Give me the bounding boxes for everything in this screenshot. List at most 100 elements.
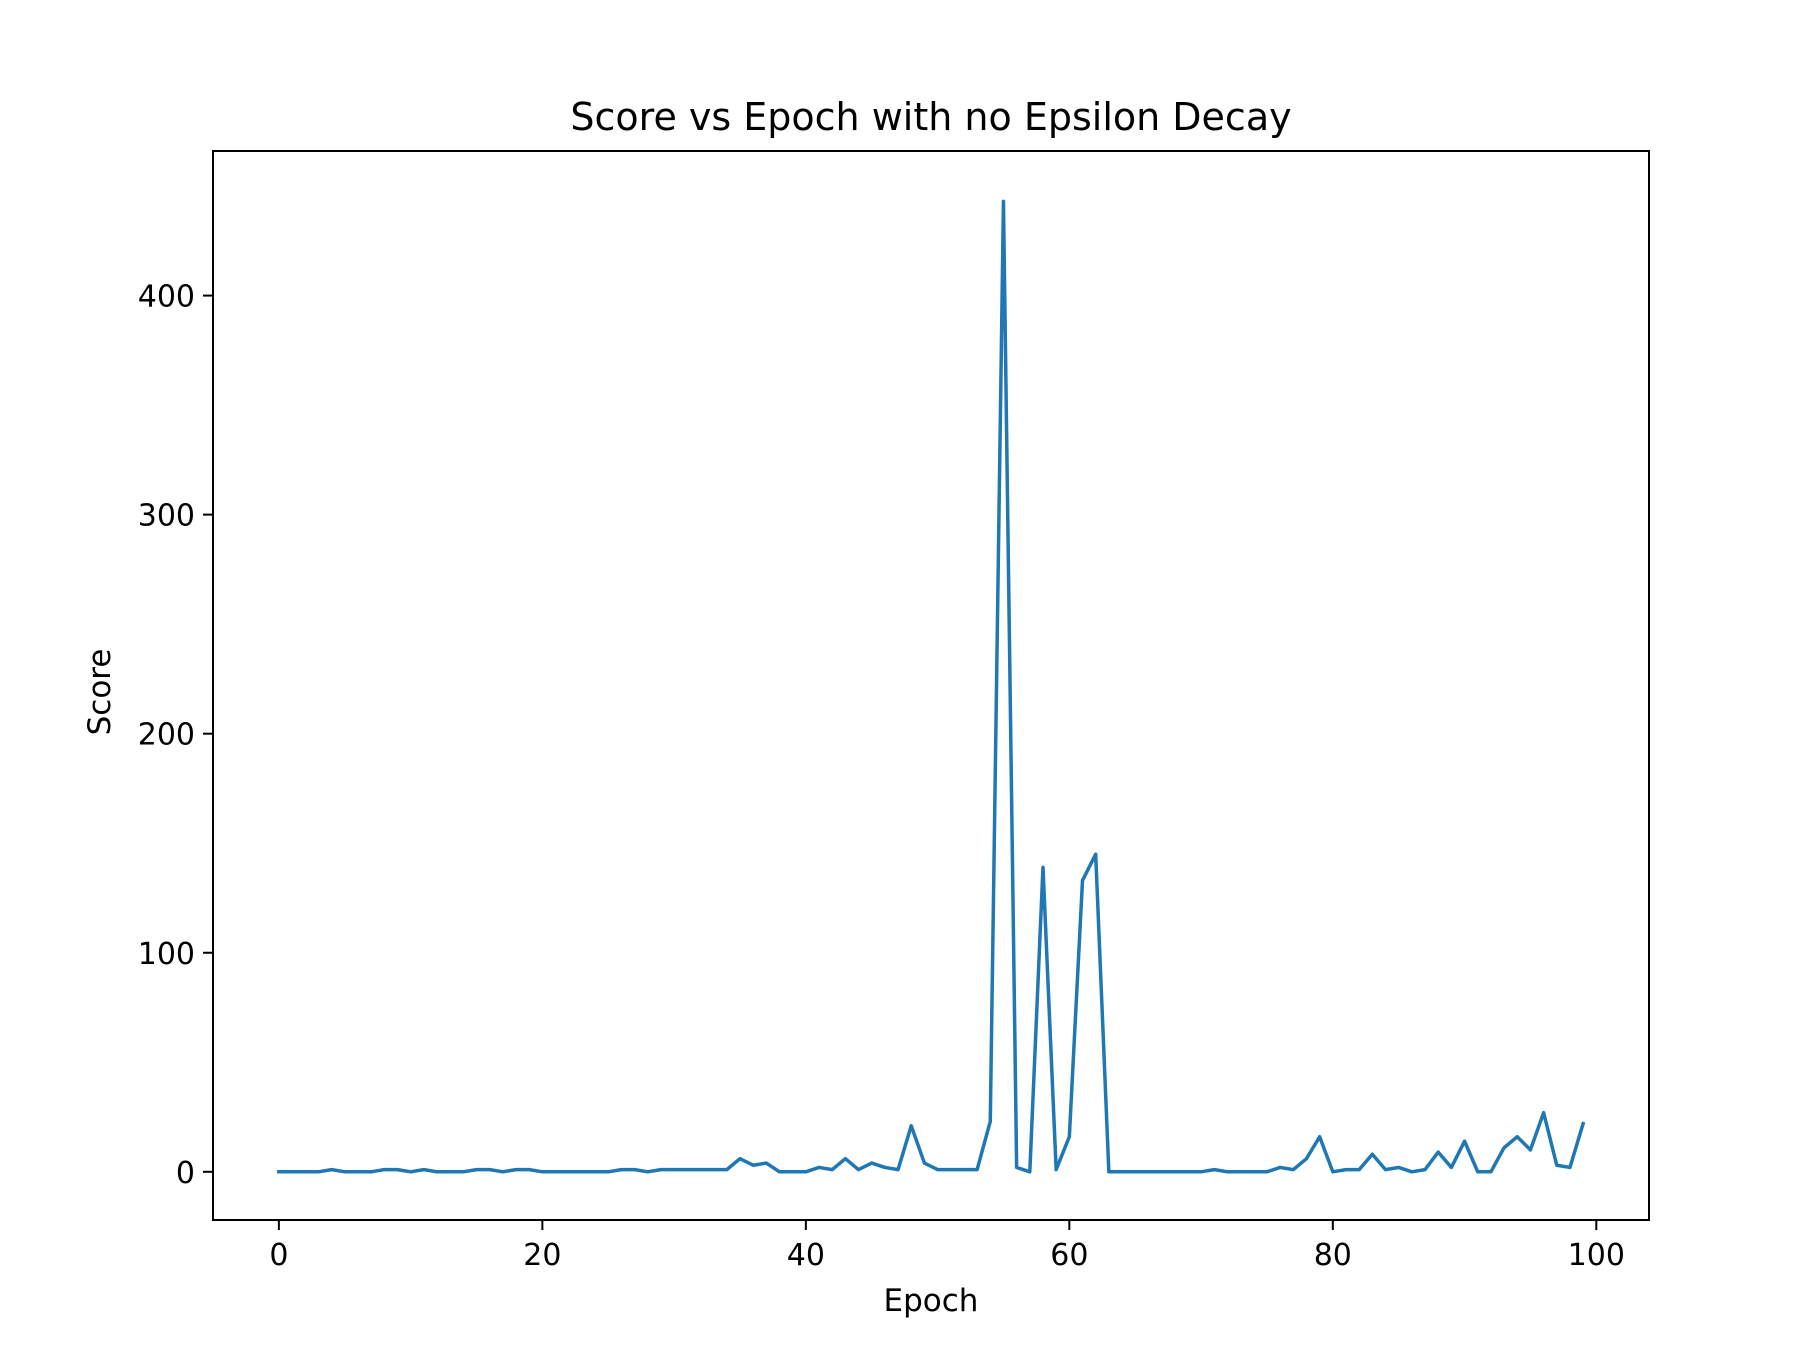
data-point <box>1436 1150 1440 1154</box>
data-point <box>988 1119 992 1123</box>
data-point <box>659 1168 663 1172</box>
data-point <box>725 1168 729 1172</box>
x-tick-label: 60 <box>1050 1238 1088 1273</box>
x-tick-label: 80 <box>1314 1238 1352 1273</box>
axes-frame <box>212 150 1650 1221</box>
data-point <box>646 1170 650 1174</box>
data-point <box>817 1165 821 1169</box>
x-tick-label: 20 <box>523 1238 561 1273</box>
data-point <box>1463 1139 1467 1143</box>
data-point <box>501 1170 505 1174</box>
data-point <box>580 1170 584 1174</box>
data-point <box>514 1168 518 1172</box>
x-tick-label: 0 <box>269 1238 288 1273</box>
data-point <box>409 1170 413 1174</box>
chart-title: Score vs Epoch with no Epsilon Decay <box>570 95 1291 139</box>
data-point <box>1120 1170 1124 1174</box>
data-point <box>382 1168 386 1172</box>
data-point <box>791 1170 795 1174</box>
data-point <box>1357 1168 1361 1172</box>
y-tick-label: 300 <box>138 499 195 534</box>
data-point <box>1476 1170 1480 1174</box>
data-point <box>422 1168 426 1172</box>
data-point <box>843 1157 847 1161</box>
data-point <box>962 1168 966 1172</box>
data-point <box>1041 865 1045 869</box>
data-point <box>554 1170 558 1174</box>
data-point <box>712 1168 716 1172</box>
data-point <box>1212 1168 1216 1172</box>
y-tick-label: 0 <box>176 1156 195 1191</box>
data-point <box>1449 1165 1453 1169</box>
data-point <box>1199 1170 1203 1174</box>
data-point <box>356 1170 360 1174</box>
data-point <box>343 1170 347 1174</box>
data-point <box>303 1170 307 1174</box>
data-point <box>685 1168 689 1172</box>
data-point <box>883 1165 887 1169</box>
data-point <box>909 1124 913 1128</box>
data-point <box>1094 852 1098 856</box>
y-tick-label: 200 <box>138 718 195 753</box>
data-point <box>1542 1111 1546 1115</box>
data-point <box>1568 1165 1572 1169</box>
data-point <box>1555 1163 1559 1167</box>
data-point <box>896 1168 900 1172</box>
data-point <box>593 1170 597 1174</box>
data-point <box>1028 1170 1032 1174</box>
x-axis-label: Epoch <box>884 1283 979 1319</box>
data-point <box>619 1168 623 1172</box>
data-point <box>1133 1170 1137 1174</box>
y-axis-label: Score <box>82 649 118 736</box>
data-point <box>1291 1168 1295 1172</box>
data-point <box>870 1161 874 1165</box>
data-point <box>1581 1122 1585 1126</box>
x-tick-label: 100 <box>1568 1238 1625 1273</box>
data-point <box>369 1170 373 1174</box>
data-point <box>395 1168 399 1172</box>
data-point <box>633 1168 637 1172</box>
data-point <box>1054 1168 1058 1172</box>
data-point <box>1278 1165 1282 1169</box>
data-point <box>804 1170 808 1174</box>
data-point <box>1489 1170 1493 1174</box>
data-point <box>949 1168 953 1172</box>
data-point <box>567 1170 571 1174</box>
data-point <box>1410 1170 1414 1174</box>
data-point <box>277 1170 281 1174</box>
data-point <box>857 1168 861 1172</box>
data-point <box>1384 1168 1388 1172</box>
x-axis-ticks: 0 20 40 60 80 100 <box>269 1220 1625 1273</box>
series-line <box>277 199 1586 1174</box>
data-point <box>1160 1170 1164 1174</box>
x-tick-label: 40 <box>787 1238 825 1273</box>
data-point <box>606 1170 610 1174</box>
data-point <box>1173 1170 1177 1174</box>
data-point <box>1067 1135 1071 1139</box>
y-tick-label: 100 <box>138 937 195 972</box>
data-point <box>1331 1170 1335 1174</box>
data-point <box>936 1168 940 1172</box>
data-point <box>1370 1152 1374 1156</box>
data-point <box>540 1170 544 1174</box>
data-point <box>1225 1170 1229 1174</box>
data-point <box>738 1157 742 1161</box>
data-point <box>1318 1135 1322 1139</box>
data-point <box>698 1168 702 1172</box>
data-point <box>1107 1170 1111 1174</box>
data-point <box>1015 1165 1019 1169</box>
data-point <box>922 1161 926 1165</box>
data-point <box>1423 1168 1427 1172</box>
data-point <box>1146 1170 1150 1174</box>
data-point <box>1081 878 1085 882</box>
data-point <box>1344 1168 1348 1172</box>
data-point <box>1186 1170 1190 1174</box>
data-point <box>435 1170 439 1174</box>
data-point <box>1239 1170 1243 1174</box>
data-point <box>474 1168 478 1172</box>
data-point <box>777 1170 781 1174</box>
data-point <box>527 1168 531 1172</box>
data-point <box>1001 199 1005 203</box>
